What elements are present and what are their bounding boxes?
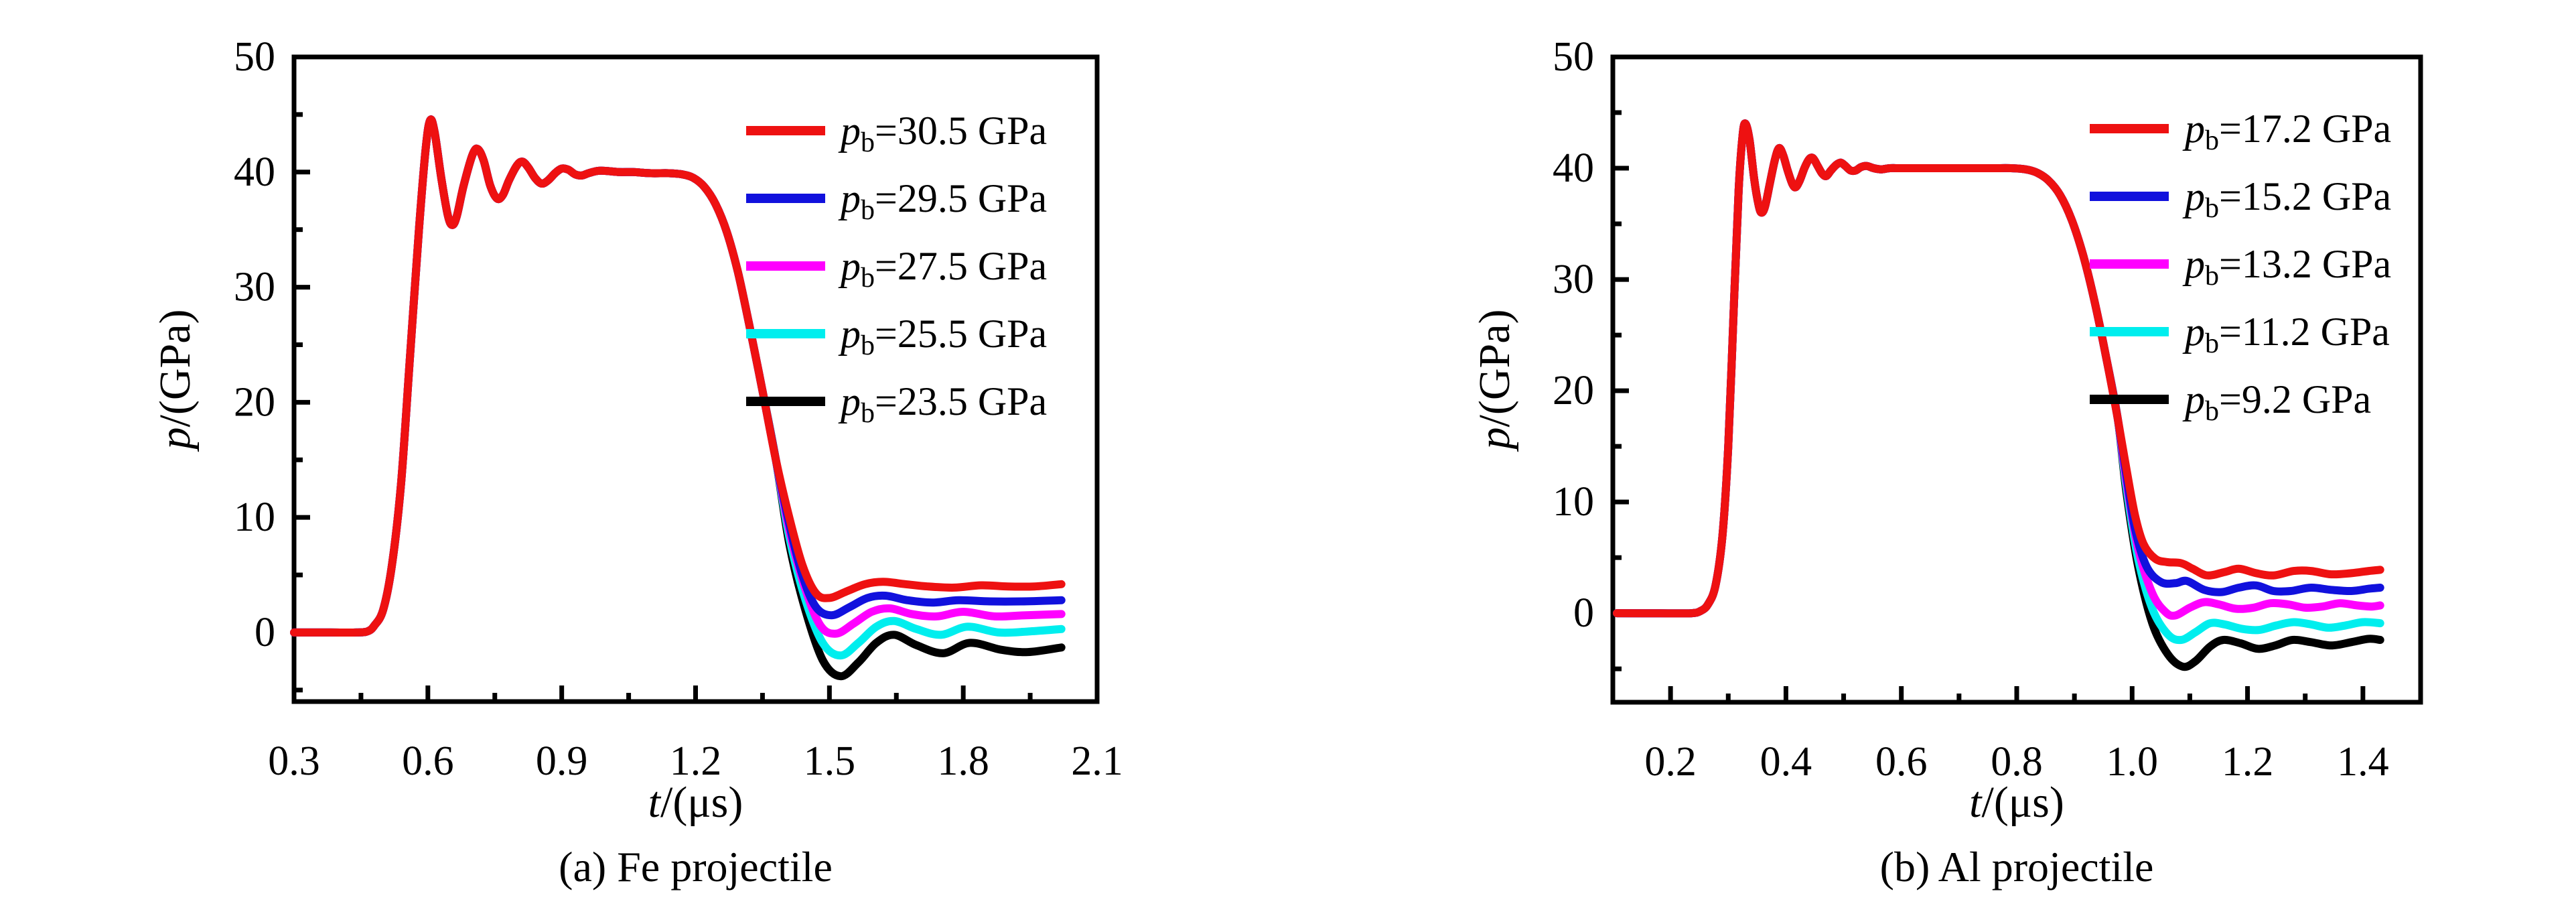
y-tick-label: 50 [234,34,275,80]
y-axis-variable: p [1470,427,1519,450]
x-tick-label: 1.2 [2222,739,2274,785]
y-tick-label: 20 [234,379,275,425]
panel-caption-al: (b) Al projectile [1879,843,2154,891]
y-tick-label: 30 [1553,257,1594,302]
x-tick-label: 0.2 [1644,739,1697,785]
legend-label-pb-30.5-GPa: pb=30.5 GPa [838,109,1047,158]
x-tick-label: 1.4 [2337,739,2389,785]
legend-label-pb-27.5-GPa: pb=27.5 GPa [838,244,1047,293]
x-tick-label: 0.8 [1991,739,2043,785]
x-axis-variable: t [1969,778,1982,827]
y-tick-label: 40 [1553,145,1594,191]
y-axis-title-al: p/(GPa) [1470,310,1520,450]
y-tick-label: 0 [255,610,275,655]
panel-caption-fe: (a) Fe projectile [559,843,833,891]
x-tick-label: 0.6 [402,738,454,784]
x-tick-label: 0.4 [1760,739,1812,785]
legend-label-pb-29.5-GPa: pb=29.5 GPa [838,176,1047,226]
y-axis-units: /(GPa) [151,309,200,428]
x-tick-label: 2.1 [1071,738,1123,784]
y-tick-label: 20 [1553,368,1594,413]
legend-label-pb-17.2-GPa: pb=17.2 GPa [2182,107,2391,156]
y-tick-label: 10 [234,495,275,540]
x-tick-label: 1.2 [670,738,722,784]
y-axis-variable: p [151,427,200,450]
x-tick-label: 0.6 [1875,739,1928,785]
y-tick-label: 40 [234,149,275,195]
x-tick-label: 0.3 [268,738,320,784]
legend-label-pb-11.2-GPa: pb=11.2 GPa [2182,310,2390,359]
legend-label-pb-15.2-GPa: pb=15.2 GPa [2182,174,2391,224]
x-axis-variable: t [648,778,660,827]
y-tick-label: 30 [234,265,275,310]
y-axis-title-fe: p/(GPa) [150,310,201,450]
x-tick-label: 1.5 [804,738,856,784]
y-tick-label: 0 [1573,590,1594,636]
legend-label-pb-23.5-GPa: pb=23.5 GPa [838,379,1047,429]
x-axis-title-al: t/(μs) [1613,776,2421,830]
y-axis-units: /(GPa) [1470,309,1519,428]
x-axis-units: /(μs) [1981,778,2064,827]
series-line-pb-17.2-GPa [1613,119,2384,618]
x-tick-label: 1.8 [937,738,989,784]
x-tick-label: 1.0 [2106,739,2159,785]
y-tick-label: 10 [1553,479,1594,525]
series-line-pb-30.5-GPa [290,115,1066,637]
x-axis-units: /(μs) [660,778,743,827]
x-axis-title-fe: t/(μs) [294,776,1097,830]
x-tick-label: 0.9 [536,738,588,784]
legend-label-pb-9.2-GPa: pb=9.2 GPa [2182,377,2371,427]
y-tick-label: 50 [1553,34,1594,80]
legend-label-pb-13.2-GPa: pb=13.2 GPa [2182,242,2391,291]
legend-label-pb-25.5-GPa: pb=25.5 GPa [838,312,1047,361]
